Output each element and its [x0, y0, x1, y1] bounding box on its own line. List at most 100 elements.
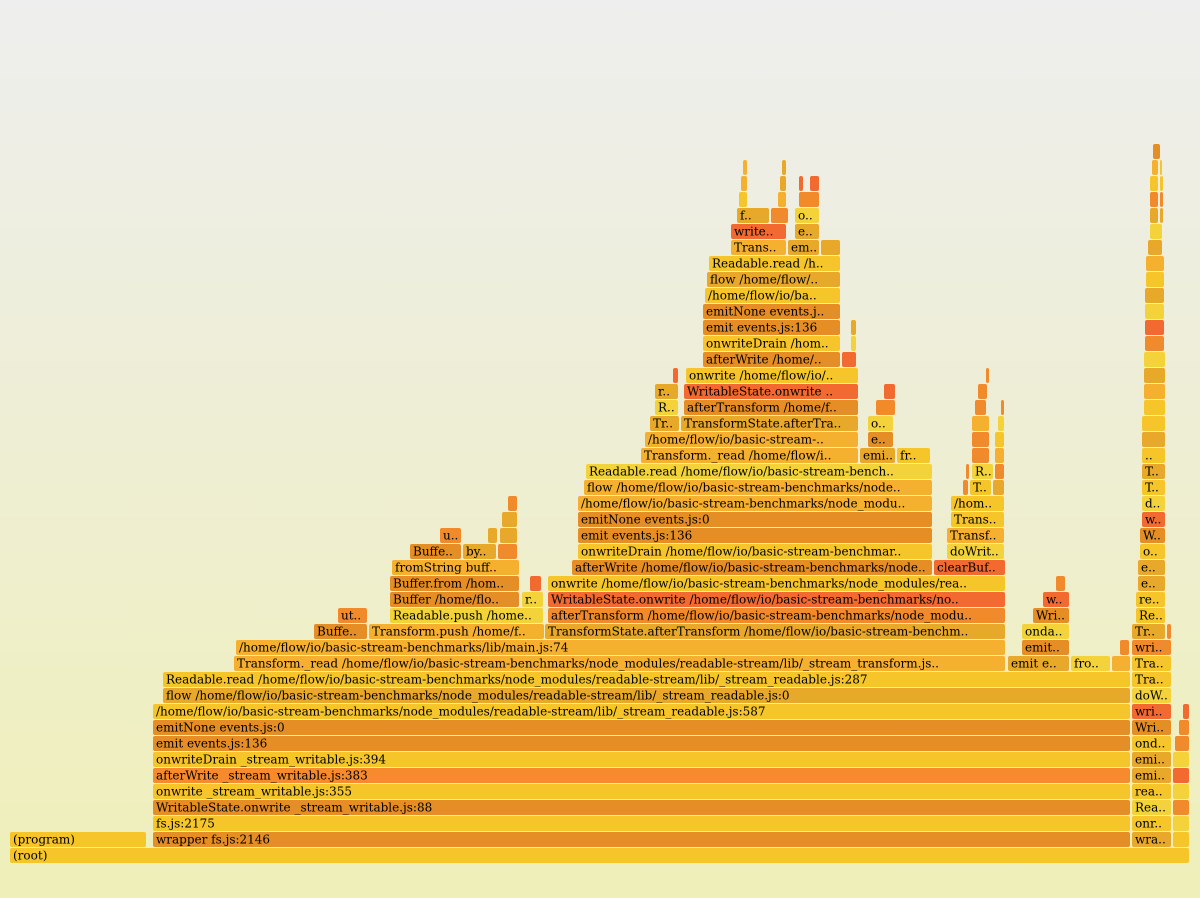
- flame-frame[interactable]: [1120, 640, 1129, 655]
- flame-frame-rect[interactable]: [1112, 656, 1130, 671]
- flame-frame-rect[interactable]: [1142, 416, 1165, 431]
- flame-frame-rect[interactable]: [1150, 176, 1158, 191]
- flame-frame-rect[interactable]: [1145, 320, 1164, 335]
- flame-frame[interactable]: [1142, 416, 1165, 431]
- flame-frame-rect[interactable]: [645, 432, 858, 447]
- flame-frame-rect[interactable]: [488, 528, 497, 543]
- flame-frame[interactable]: TransformState.afterTransform /home/flow…: [545, 624, 1005, 639]
- flame-frame-rect[interactable]: [986, 368, 989, 383]
- flame-frame-rect[interactable]: [876, 400, 895, 415]
- flame-frame-rect[interactable]: [1056, 576, 1065, 591]
- flame-frame[interactable]: [821, 240, 840, 255]
- flame-frame-rect[interactable]: [703, 304, 840, 319]
- flame-frame-rect[interactable]: [1152, 160, 1158, 175]
- flame-frame-rect[interactable]: [1150, 192, 1158, 207]
- flame-frame[interactable]: [1001, 400, 1004, 415]
- flame-frame-rect[interactable]: [545, 624, 1005, 639]
- flame-frame-rect[interactable]: [972, 448, 989, 463]
- flame-frame[interactable]: Transform._read /home/flow/i..: [641, 448, 858, 463]
- flame-frame[interactable]: afterWrite /home/flow/io/basic-stream-be…: [572, 560, 932, 575]
- flame-frame[interactable]: Trans..: [731, 240, 786, 255]
- flame-frame-rect[interactable]: [1173, 752, 1189, 767]
- flame-frame-rect[interactable]: [153, 720, 1130, 735]
- flame-frame-rect[interactable]: [1144, 352, 1165, 367]
- flame-frame-rect[interactable]: [951, 496, 1004, 511]
- flame-frame[interactable]: [1179, 720, 1189, 735]
- flame-frame[interactable]: R..: [972, 464, 993, 479]
- flame-frame-rect[interactable]: [548, 592, 1005, 607]
- flame-frame-rect[interactable]: [1142, 480, 1165, 495]
- flame-frame-rect[interactable]: [1175, 736, 1189, 751]
- flame-frame[interactable]: /home/flow/io/ba..: [705, 288, 840, 303]
- flame-frame-rect[interactable]: [236, 640, 1005, 655]
- flame-frame[interactable]: [673, 368, 678, 383]
- flame-frame[interactable]: [810, 176, 819, 191]
- flame-frame-rect[interactable]: [1144, 384, 1165, 399]
- flame-frame-rect[interactable]: [1142, 432, 1165, 447]
- flame-frame-rect[interactable]: [10, 848, 1189, 863]
- flame-frame-rect[interactable]: [1022, 624, 1069, 639]
- flame-frame[interactable]: [498, 544, 517, 559]
- flame-frame-rect[interactable]: [972, 432, 989, 447]
- flame-frame-rect[interactable]: [586, 464, 932, 479]
- flame-frame[interactable]: T..: [1142, 464, 1165, 479]
- flame-frame-rect[interactable]: [548, 576, 1005, 591]
- flame-frame-rect[interactable]: [780, 176, 786, 191]
- flame-frame-rect[interactable]: [684, 384, 858, 399]
- flame-frame-rect[interactable]: [530, 576, 541, 591]
- flame-frame[interactable]: TransformState.afterTra..: [681, 416, 858, 431]
- flame-frame[interactable]: emit events.js:136: [153, 736, 1130, 751]
- flame-frame-rect[interactable]: [782, 160, 786, 175]
- flame-frame[interactable]: by..: [463, 544, 496, 559]
- flame-frame[interactable]: ut..: [338, 608, 367, 623]
- flame-frame[interactable]: e..: [1138, 576, 1165, 591]
- flame-frame-rect[interactable]: [972, 416, 989, 431]
- flame-frame-rect[interactable]: [709, 256, 840, 271]
- flame-frame-rect[interactable]: [153, 768, 1130, 783]
- flame-frame[interactable]: w..: [1142, 512, 1165, 527]
- flame-frame[interactable]: /home/flow/io/basic-stream-..: [645, 432, 858, 447]
- flame-frame-rect[interactable]: [163, 672, 1130, 687]
- flame-frame[interactable]: [1145, 320, 1164, 335]
- flame-frame[interactable]: Tra..: [1132, 656, 1171, 671]
- flame-frame-rect[interactable]: [1132, 784, 1171, 799]
- flame-frame-rect[interactable]: [392, 560, 519, 575]
- flame-frame[interactable]: fs.js:2175: [153, 816, 1130, 831]
- flame-frame[interactable]: [780, 176, 786, 191]
- flame-frame[interactable]: onwriteDrain /home/flow/io/basic-stream-…: [578, 544, 932, 559]
- flame-frame[interactable]: onwriteDrain _stream_writable.js:394: [153, 752, 1130, 767]
- flame-frame-rect[interactable]: [821, 240, 840, 255]
- flame-frame[interactable]: Tra..: [1132, 672, 1171, 687]
- flame-frame-rect[interactable]: [1132, 704, 1171, 719]
- flame-frame-rect[interactable]: [1136, 592, 1165, 607]
- flame-frame-rect[interactable]: [390, 592, 519, 607]
- flame-frame[interactable]: [1173, 768, 1189, 783]
- flame-frame-rect[interactable]: [1120, 640, 1129, 655]
- flame-frame[interactable]: [1144, 400, 1165, 415]
- flame-frame-rect[interactable]: [947, 528, 1004, 543]
- flame-frame[interactable]: T..: [970, 480, 991, 495]
- flame-frame[interactable]: write..: [731, 224, 786, 239]
- flame-frame-rect[interactable]: [650, 416, 679, 431]
- flame-frame[interactable]: flow /home/flow/io/basic-stream-benchmar…: [163, 688, 1130, 703]
- flame-frame[interactable]: [963, 480, 968, 495]
- flame-frame[interactable]: [743, 160, 747, 175]
- flame-frame[interactable]: emit events.js:136: [703, 320, 840, 335]
- flame-frame-rect[interactable]: [1153, 144, 1160, 159]
- flame-frame-rect[interactable]: [703, 352, 840, 367]
- flame-frame[interactable]: Wri..: [1033, 608, 1069, 623]
- flame-frame[interactable]: (program): [10, 832, 146, 847]
- flame-frame[interactable]: [995, 448, 1004, 463]
- flame-frame-rect[interactable]: [1132, 752, 1171, 767]
- flame-frame-rect[interactable]: [1132, 656, 1171, 671]
- flame-frame-rect[interactable]: [10, 832, 146, 847]
- flame-frame-rect[interactable]: [1132, 672, 1171, 687]
- flame-frame-rect[interactable]: [1138, 576, 1165, 591]
- flame-frame-rect[interactable]: [1145, 336, 1164, 351]
- flame-frame-rect[interactable]: [153, 784, 1130, 799]
- flame-frame-rect[interactable]: [686, 368, 858, 383]
- flame-frame-rect[interactable]: [975, 400, 986, 415]
- flame-frame[interactable]: [1173, 832, 1189, 847]
- flame-frame[interactable]: Readable.read /h..: [709, 256, 840, 271]
- flame-frame-rect[interactable]: [1022, 640, 1069, 655]
